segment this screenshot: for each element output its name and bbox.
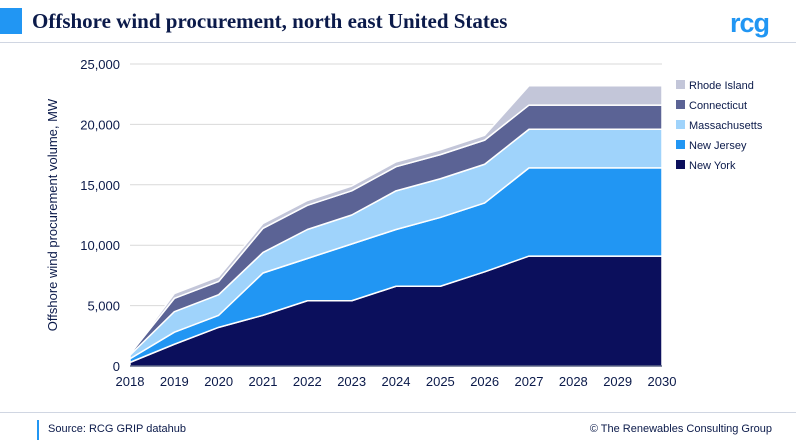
y-tick-label: 25,000 [80, 57, 120, 72]
source-note: Source: RCG GRIP datahub [48, 423, 186, 435]
x-tick-label: 2028 [559, 374, 588, 389]
footer-divider [0, 412, 796, 413]
legend-swatch [676, 140, 685, 149]
y-tick-label: 0 [113, 359, 120, 374]
x-tick-label: 2024 [382, 374, 411, 389]
legend-swatch [676, 80, 685, 89]
x-tick-label: 2023 [337, 374, 366, 389]
legend-label: Connecticut [689, 100, 747, 112]
x-tick-label: 2029 [603, 374, 632, 389]
x-tick-label: 2021 [249, 374, 278, 389]
legend-swatch [676, 100, 685, 109]
y-axis-label: Offshore wind procurement volume, MW [45, 98, 60, 331]
x-tick-label: 2026 [470, 374, 499, 389]
area-chart: 0 5,000 10,000 15,000 20,000 25,000 2018 2019 20… [45, 57, 763, 389]
y-tick-label: 5,000 [87, 299, 120, 314]
y-tick-label: 15,000 [80, 178, 120, 193]
legend-swatch [676, 160, 685, 169]
footer-accent-bar [37, 420, 39, 440]
x-tick-label: 2025 [426, 374, 455, 389]
legend-label: Massachusetts [689, 120, 763, 132]
rcg-logo: rcg [730, 8, 770, 38]
legend-label: New Jersey [689, 140, 747, 152]
x-tick-label: 2022 [293, 374, 322, 389]
page-title: Offshore wind procurement, north east Un… [32, 9, 508, 33]
legend-swatch [676, 120, 685, 129]
y-tick-label: 20,000 [80, 117, 120, 132]
chart-legend: Rhode Island Connecticut Massachusetts New … [676, 80, 763, 172]
legend-label: New York [689, 160, 736, 172]
x-tick-label: 2020 [204, 374, 233, 389]
legend-label: Rhode Island [689, 80, 754, 92]
header-divider [0, 42, 796, 43]
x-tick-label: 2030 [648, 374, 677, 389]
chart-areas [129, 84, 663, 367]
area-rhode-island [129, 84, 663, 355]
copyright-note: © The Renewables Consulting Group [589, 423, 772, 435]
x-tick-label: 2019 [160, 374, 189, 389]
x-tick-label: 2027 [515, 374, 544, 389]
chart-axes: 0 5,000 10,000 15,000 20,000 25,000 2018 2019 20… [80, 57, 676, 389]
y-tick-label: 10,000 [80, 238, 120, 253]
x-tick-label: 2018 [116, 374, 145, 389]
title-accent-bar [0, 8, 22, 34]
